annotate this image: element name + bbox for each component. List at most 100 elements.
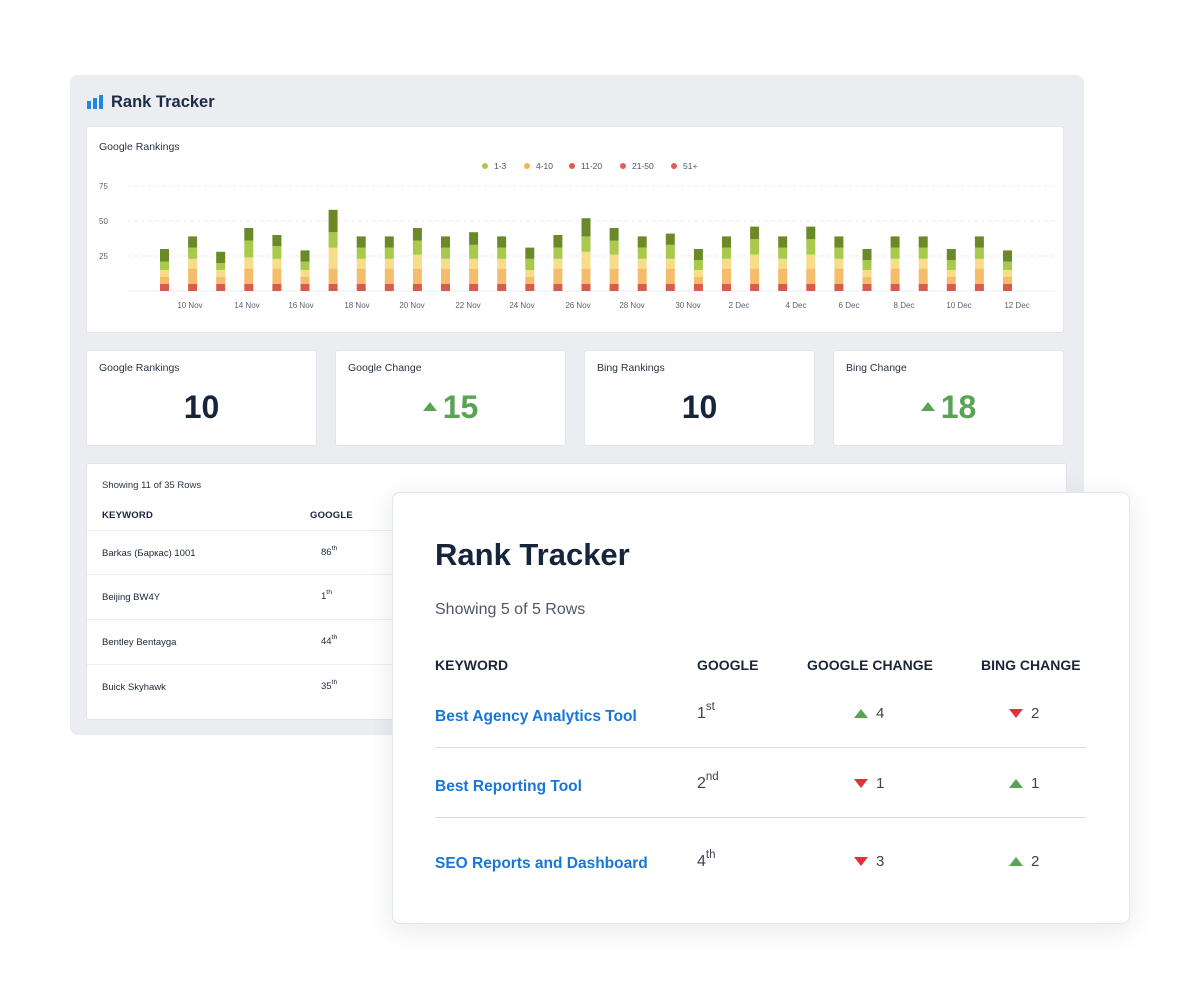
bar-segment-4-10[interactable] xyxy=(272,246,282,259)
bar-segment-51+[interactable] xyxy=(216,284,226,291)
bar-segment-1-3[interactable] xyxy=(188,236,198,248)
bar-segment-21-50[interactable] xyxy=(862,277,872,284)
bar-segment-1-3[interactable] xyxy=(441,236,450,248)
bar-segment-21-50[interactable] xyxy=(441,268,450,284)
bar-segment-11-20[interactable] xyxy=(890,258,900,269)
bar-segment-1-3[interactable] xyxy=(553,235,563,248)
bar-segment-21-50[interactable] xyxy=(356,268,366,284)
bar-segment-21-50[interactable] xyxy=(412,268,422,284)
bar-segment-4-10[interactable] xyxy=(778,247,788,259)
bar-segment-1-3[interactable] xyxy=(722,236,731,248)
bar-segment-1-3[interactable] xyxy=(384,236,394,248)
bar-segment-4-10[interactable] xyxy=(637,247,647,259)
bar-segment-51+[interactable] xyxy=(778,284,788,291)
bar-segment-51+[interactable] xyxy=(1003,284,1012,291)
bar-segment-21-50[interactable] xyxy=(722,268,731,284)
bar-segment-11-20[interactable] xyxy=(160,270,169,277)
bar-segment-51+[interactable] xyxy=(441,284,450,291)
bar-segment-21-50[interactable] xyxy=(918,268,928,284)
bar-segment-1-3[interactable] xyxy=(665,233,675,245)
bar-segment-51+[interactable] xyxy=(160,284,169,291)
bar-segment-1-3[interactable] xyxy=(862,249,872,261)
bar-segment-4-10[interactable] xyxy=(160,261,169,270)
bar-segment-21-50[interactable] xyxy=(497,268,507,284)
bar-segment-1-3[interactable] xyxy=(750,226,760,240)
bar-segment-11-20[interactable] xyxy=(862,270,872,277)
bar-segment-51+[interactable] xyxy=(497,284,507,291)
bar-segment-4-10[interactable] xyxy=(300,261,310,270)
bar-segment-21-50[interactable] xyxy=(1003,277,1012,284)
bar-segment-11-20[interactable] xyxy=(834,258,844,269)
bar-segment-1-3[interactable] xyxy=(806,226,816,240)
bar-segment-4-10[interactable] xyxy=(244,240,254,258)
bar-segment-11-20[interactable] xyxy=(693,270,703,277)
bar-segment-4-10[interactable] xyxy=(890,247,900,259)
bar-segment-11-20[interactable] xyxy=(469,258,479,269)
bar-segment-21-50[interactable] xyxy=(974,268,984,284)
bar-segment-1-3[interactable] xyxy=(918,236,928,248)
bar-segment-51+[interactable] xyxy=(300,284,310,291)
bar-segment-1-3[interactable] xyxy=(469,232,479,245)
bar-segment-1-3[interactable] xyxy=(609,228,619,241)
bar-segment-4-10[interactable] xyxy=(806,239,816,255)
bar-segment-21-50[interactable] xyxy=(553,268,563,284)
bar-segment-21-50[interactable] xyxy=(834,268,844,284)
bar-segment-4-10[interactable] xyxy=(918,247,928,259)
bar-segment-51+[interactable] xyxy=(244,284,254,291)
bar-segment-21-50[interactable] xyxy=(693,277,703,284)
bar-segment-4-10[interactable] xyxy=(581,236,591,252)
bar-segment-4-10[interactable] xyxy=(974,247,984,259)
bar-segment-11-20[interactable] xyxy=(581,251,591,269)
bar-segment-1-3[interactable] xyxy=(834,236,844,248)
bar-segment-11-20[interactable] xyxy=(609,254,619,269)
bar-segment-4-10[interactable] xyxy=(946,260,956,270)
bar-segment-1-3[interactable] xyxy=(581,218,591,237)
bar-segment-11-20[interactable] xyxy=(272,258,282,269)
google-column-header[interactable]: GOOGLE xyxy=(697,657,759,673)
bar-segment-51+[interactable] xyxy=(272,284,282,291)
bar-segment-11-20[interactable] xyxy=(974,258,984,269)
bar-segment-1-3[interactable] xyxy=(525,247,535,259)
bar-segment-51+[interactable] xyxy=(384,284,394,291)
bar-segment-21-50[interactable] xyxy=(609,268,619,284)
bar-segment-1-3[interactable] xyxy=(216,251,226,263)
bar-segment-51+[interactable] xyxy=(834,284,844,291)
bar-segment-11-20[interactable] xyxy=(918,258,928,269)
bar-segment-21-50[interactable] xyxy=(384,268,394,284)
bar-segment-1-3[interactable] xyxy=(637,236,647,248)
google-change-column-header[interactable]: GOOGLE CHANGE xyxy=(807,657,934,673)
legend-label[interactable]: 21-50 xyxy=(632,161,654,171)
bar-segment-11-20[interactable] xyxy=(637,258,647,269)
bar-segment-21-50[interactable] xyxy=(188,268,198,284)
bar-segment-4-10[interactable] xyxy=(469,244,479,259)
bar-segment-1-3[interactable] xyxy=(160,249,169,262)
bar-segment-51+[interactable] xyxy=(974,284,984,291)
bar-segment-11-20[interactable] xyxy=(384,258,394,269)
bar-segment-4-10[interactable] xyxy=(553,247,563,259)
bar-segment-51+[interactable] xyxy=(469,284,479,291)
bar-segment-1-3[interactable] xyxy=(946,249,956,261)
bar-segment-1-3[interactable] xyxy=(1003,250,1012,262)
bar-segment-11-20[interactable] xyxy=(188,258,198,269)
legend-label[interactable]: 51+ xyxy=(683,161,697,171)
bar-segment-1-3[interactable] xyxy=(328,209,338,233)
bar-segment-21-50[interactable] xyxy=(778,268,788,284)
bar-segment-11-20[interactable] xyxy=(497,258,507,269)
bar-segment-1-3[interactable] xyxy=(244,228,254,241)
bar-segment-11-20[interactable] xyxy=(750,254,760,269)
keyword-column-header[interactable]: KEYWORD xyxy=(435,657,509,673)
bar-segment-4-10[interactable] xyxy=(722,247,731,259)
bar-segment-4-10[interactable] xyxy=(412,240,422,255)
bar-segment-51+[interactable] xyxy=(918,284,928,291)
bar-segment-1-3[interactable] xyxy=(272,235,282,247)
bar-segment-51+[interactable] xyxy=(525,284,535,291)
bar-segment-21-50[interactable] xyxy=(272,268,282,284)
bar-segment-11-20[interactable] xyxy=(216,270,226,277)
bar-segment-4-10[interactable] xyxy=(497,247,507,259)
bar-segment-51+[interactable] xyxy=(862,284,872,291)
bar-segment-51+[interactable] xyxy=(890,284,900,291)
bar-segment-11-20[interactable] xyxy=(806,254,816,269)
google-column-header[interactable]: GOOGLE xyxy=(310,510,353,521)
bar-segment-21-50[interactable] xyxy=(525,277,535,284)
bar-segment-1-3[interactable] xyxy=(974,236,984,248)
